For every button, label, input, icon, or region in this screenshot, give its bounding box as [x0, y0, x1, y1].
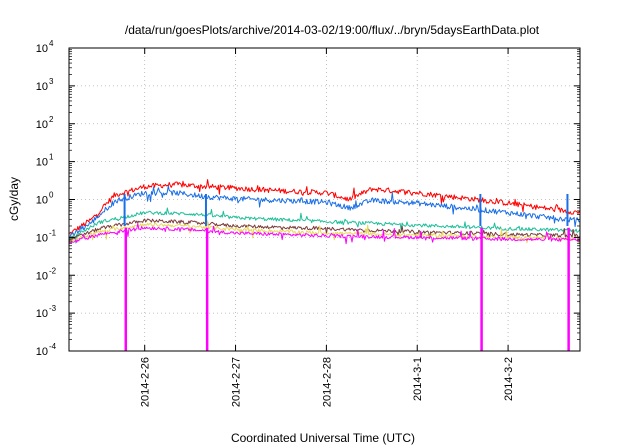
y-axis-label: cGy/day [7, 177, 21, 221]
y-tick-label-exponent: 2 [49, 115, 54, 124]
y-tick-label-exponent: -1 [49, 228, 57, 237]
y-tick-label-exponent: -2 [49, 266, 57, 275]
x-tick-label: 2014-3-1 [412, 357, 424, 401]
y-tick-label-exponent: 4 [49, 39, 54, 48]
y-tick-label-exponent: 1 [49, 153, 54, 162]
x-tick-label: 2014-3-2 [503, 357, 515, 401]
y-tick-label: 10 [36, 308, 48, 320]
y-tick-label: 10 [36, 157, 48, 169]
y-tick-label: 10 [36, 81, 48, 93]
series-line [68, 218, 581, 242]
x-tick-label: 2014-2-26 [140, 357, 152, 407]
series-line [68, 222, 581, 245]
x-tick-label: 2014-2-27 [231, 357, 243, 407]
y-tick-label-exponent: 3 [49, 77, 54, 86]
series-group [68, 179, 581, 245]
grid [69, 48, 580, 351]
series-line [68, 220, 581, 244]
y-tick-label: 10 [36, 119, 48, 131]
x-tick-label: 2014-2-28 [321, 357, 333, 407]
plot-frame [68, 47, 581, 352]
dropout-group [123, 193, 570, 351]
series-line [68, 179, 581, 235]
y-tick-label: 10 [36, 195, 48, 207]
y-tick-label: 10 [36, 232, 48, 244]
series-line [68, 207, 581, 244]
y-tick-label-exponent: 0 [49, 191, 54, 200]
chart-title: /data/run/goesPlots/archive/2014-03-02/1… [125, 23, 540, 37]
x-axis-label: Coordinated Universal Time (UTC) [231, 431, 415, 445]
y-tick-label: 10 [36, 346, 48, 358]
y-tick-label-exponent: -3 [49, 304, 57, 313]
y-tick-label-exponent: -4 [49, 342, 57, 351]
y-tick-label: 10 [36, 43, 48, 55]
series-line [68, 185, 581, 240]
y-tick-label: 10 [36, 270, 48, 282]
